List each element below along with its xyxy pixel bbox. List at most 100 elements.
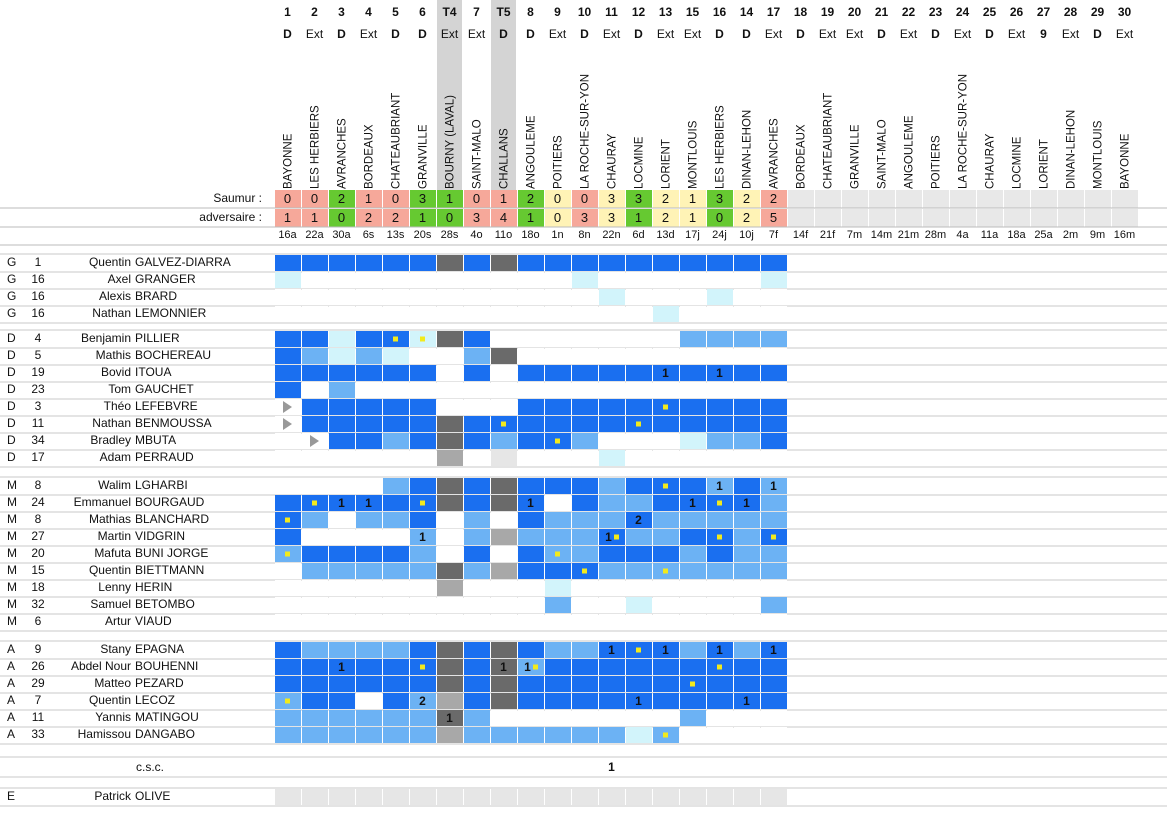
cell: [437, 597, 463, 613]
round: 5: [392, 5, 399, 19]
cell: [761, 693, 787, 709]
cell: [572, 529, 598, 545]
cell: [491, 614, 517, 630]
cell: [383, 597, 409, 613]
cell: [356, 597, 382, 613]
cell: [734, 289, 760, 305]
score-cell: [356, 209, 382, 227]
cell: [410, 255, 436, 271]
venue: Ext: [360, 27, 378, 41]
cell: [302, 365, 328, 381]
cell: [707, 382, 733, 398]
position: G: [7, 289, 16, 303]
position: A: [7, 693, 15, 707]
cell: [383, 495, 409, 511]
cell: [464, 289, 490, 305]
cell: [302, 382, 328, 398]
cell: [437, 348, 463, 364]
opponent: LES HERBIERS: [715, 105, 727, 189]
position: D: [7, 382, 16, 396]
cell: [626, 710, 652, 726]
score-cell: [761, 209, 787, 227]
first-name: Walim: [98, 478, 131, 492]
date: 9m: [1090, 229, 1105, 241]
round: 6: [419, 5, 426, 19]
last-name: GAUCHET: [135, 382, 194, 396]
cell: [599, 382, 625, 398]
cell: [302, 597, 328, 613]
cell: [437, 676, 463, 692]
cell: [761, 512, 787, 528]
date: 13d: [656, 229, 674, 241]
goals: 1: [662, 366, 669, 380]
cell: [356, 580, 382, 596]
cell: [653, 642, 679, 658]
opponent: ANGOULEME: [526, 115, 538, 189]
cell: [356, 365, 382, 381]
score-cell: [653, 209, 679, 227]
last-name: GRANGER: [135, 272, 196, 286]
cell: [599, 255, 625, 271]
goals: 1: [527, 496, 534, 510]
cell: [707, 289, 733, 305]
score-cell: [356, 190, 382, 208]
cell: [518, 272, 544, 288]
opponent: CHATEAUBRIANT: [823, 93, 835, 189]
first-name: Matteo: [94, 676, 131, 690]
last-name: ITOUA: [135, 365, 171, 379]
cell: [680, 365, 706, 381]
cell: [707, 365, 733, 381]
cell: [302, 614, 328, 630]
cell: [518, 495, 544, 511]
goals: 1: [419, 530, 426, 544]
cell: [626, 512, 652, 528]
cell: [383, 289, 409, 305]
score: 2: [662, 210, 669, 225]
cell: [599, 563, 625, 579]
round: 26: [1010, 5, 1024, 19]
cell: [518, 450, 544, 466]
date: 4o: [470, 229, 482, 241]
cell: [383, 546, 409, 562]
first-name: Bradley: [90, 433, 131, 447]
cell: [437, 614, 463, 630]
cell: [626, 676, 652, 692]
score-cell: [626, 190, 652, 208]
last-name: BLANCHARD: [135, 512, 209, 526]
cell: [707, 272, 733, 288]
cell: [599, 306, 625, 322]
shirt-number: 1: [35, 255, 42, 269]
goals: 1: [689, 496, 696, 510]
cell: [518, 416, 544, 432]
cell: [599, 331, 625, 347]
venue: D: [283, 27, 292, 41]
cell: [275, 255, 301, 271]
first-name: Martin: [98, 529, 131, 543]
date: 14m: [871, 229, 892, 241]
score: 2: [392, 210, 399, 225]
cell: [437, 789, 463, 805]
cell: [518, 659, 544, 675]
cell: [707, 597, 733, 613]
score: 1: [527, 210, 534, 225]
cell: [761, 642, 787, 658]
score-cell: [518, 190, 544, 208]
cell: [707, 331, 733, 347]
cell: [761, 306, 787, 322]
cell: [356, 348, 382, 364]
score-cell: [923, 209, 949, 227]
cell: [653, 348, 679, 364]
position: D: [7, 433, 16, 447]
cell: [734, 450, 760, 466]
cell: [275, 382, 301, 398]
shirt-number: 16: [31, 306, 45, 320]
cell: [680, 727, 706, 743]
cell: [302, 659, 328, 675]
cell: [464, 399, 490, 415]
score: 0: [446, 210, 453, 225]
cell: [599, 289, 625, 305]
cell: [329, 433, 355, 449]
goals: 1: [338, 496, 345, 510]
score: 3: [473, 210, 480, 225]
card: [420, 664, 425, 670]
